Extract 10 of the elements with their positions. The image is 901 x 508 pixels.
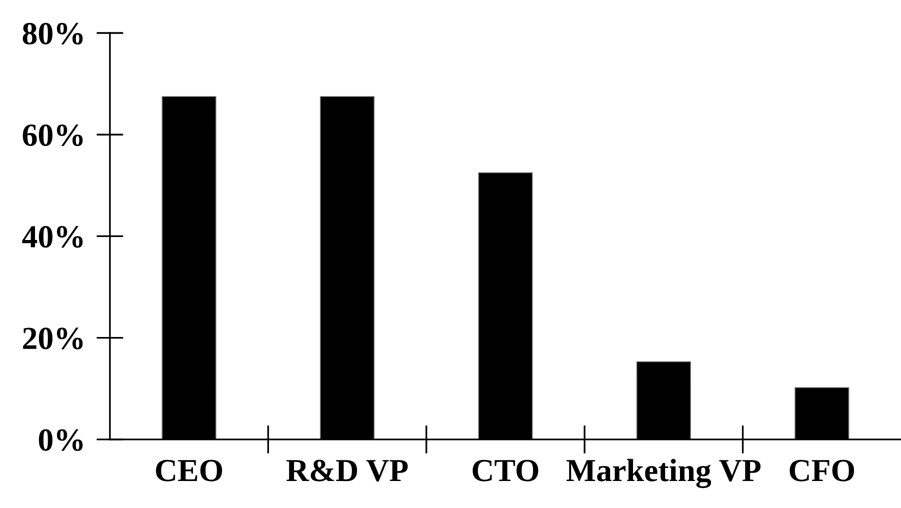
- y-tick-label: 60%: [22, 124, 83, 146]
- y-tick-label: 20%: [23, 328, 83, 350]
- x-tick-label: CFO: [790, 460, 854, 482]
- x-tick-label: Marketing VP: [566, 458, 761, 488]
- x-tick-label: R&D VP: [286, 460, 408, 482]
- y-tick-label: 40%: [22, 226, 83, 248]
- x-tick-label: CTO: [472, 460, 538, 482]
- y-tick-label: 0%: [38, 429, 83, 451]
- x-tick-label: CEO: [156, 460, 222, 482]
- y-tick-label: 80%: [22, 22, 83, 45]
